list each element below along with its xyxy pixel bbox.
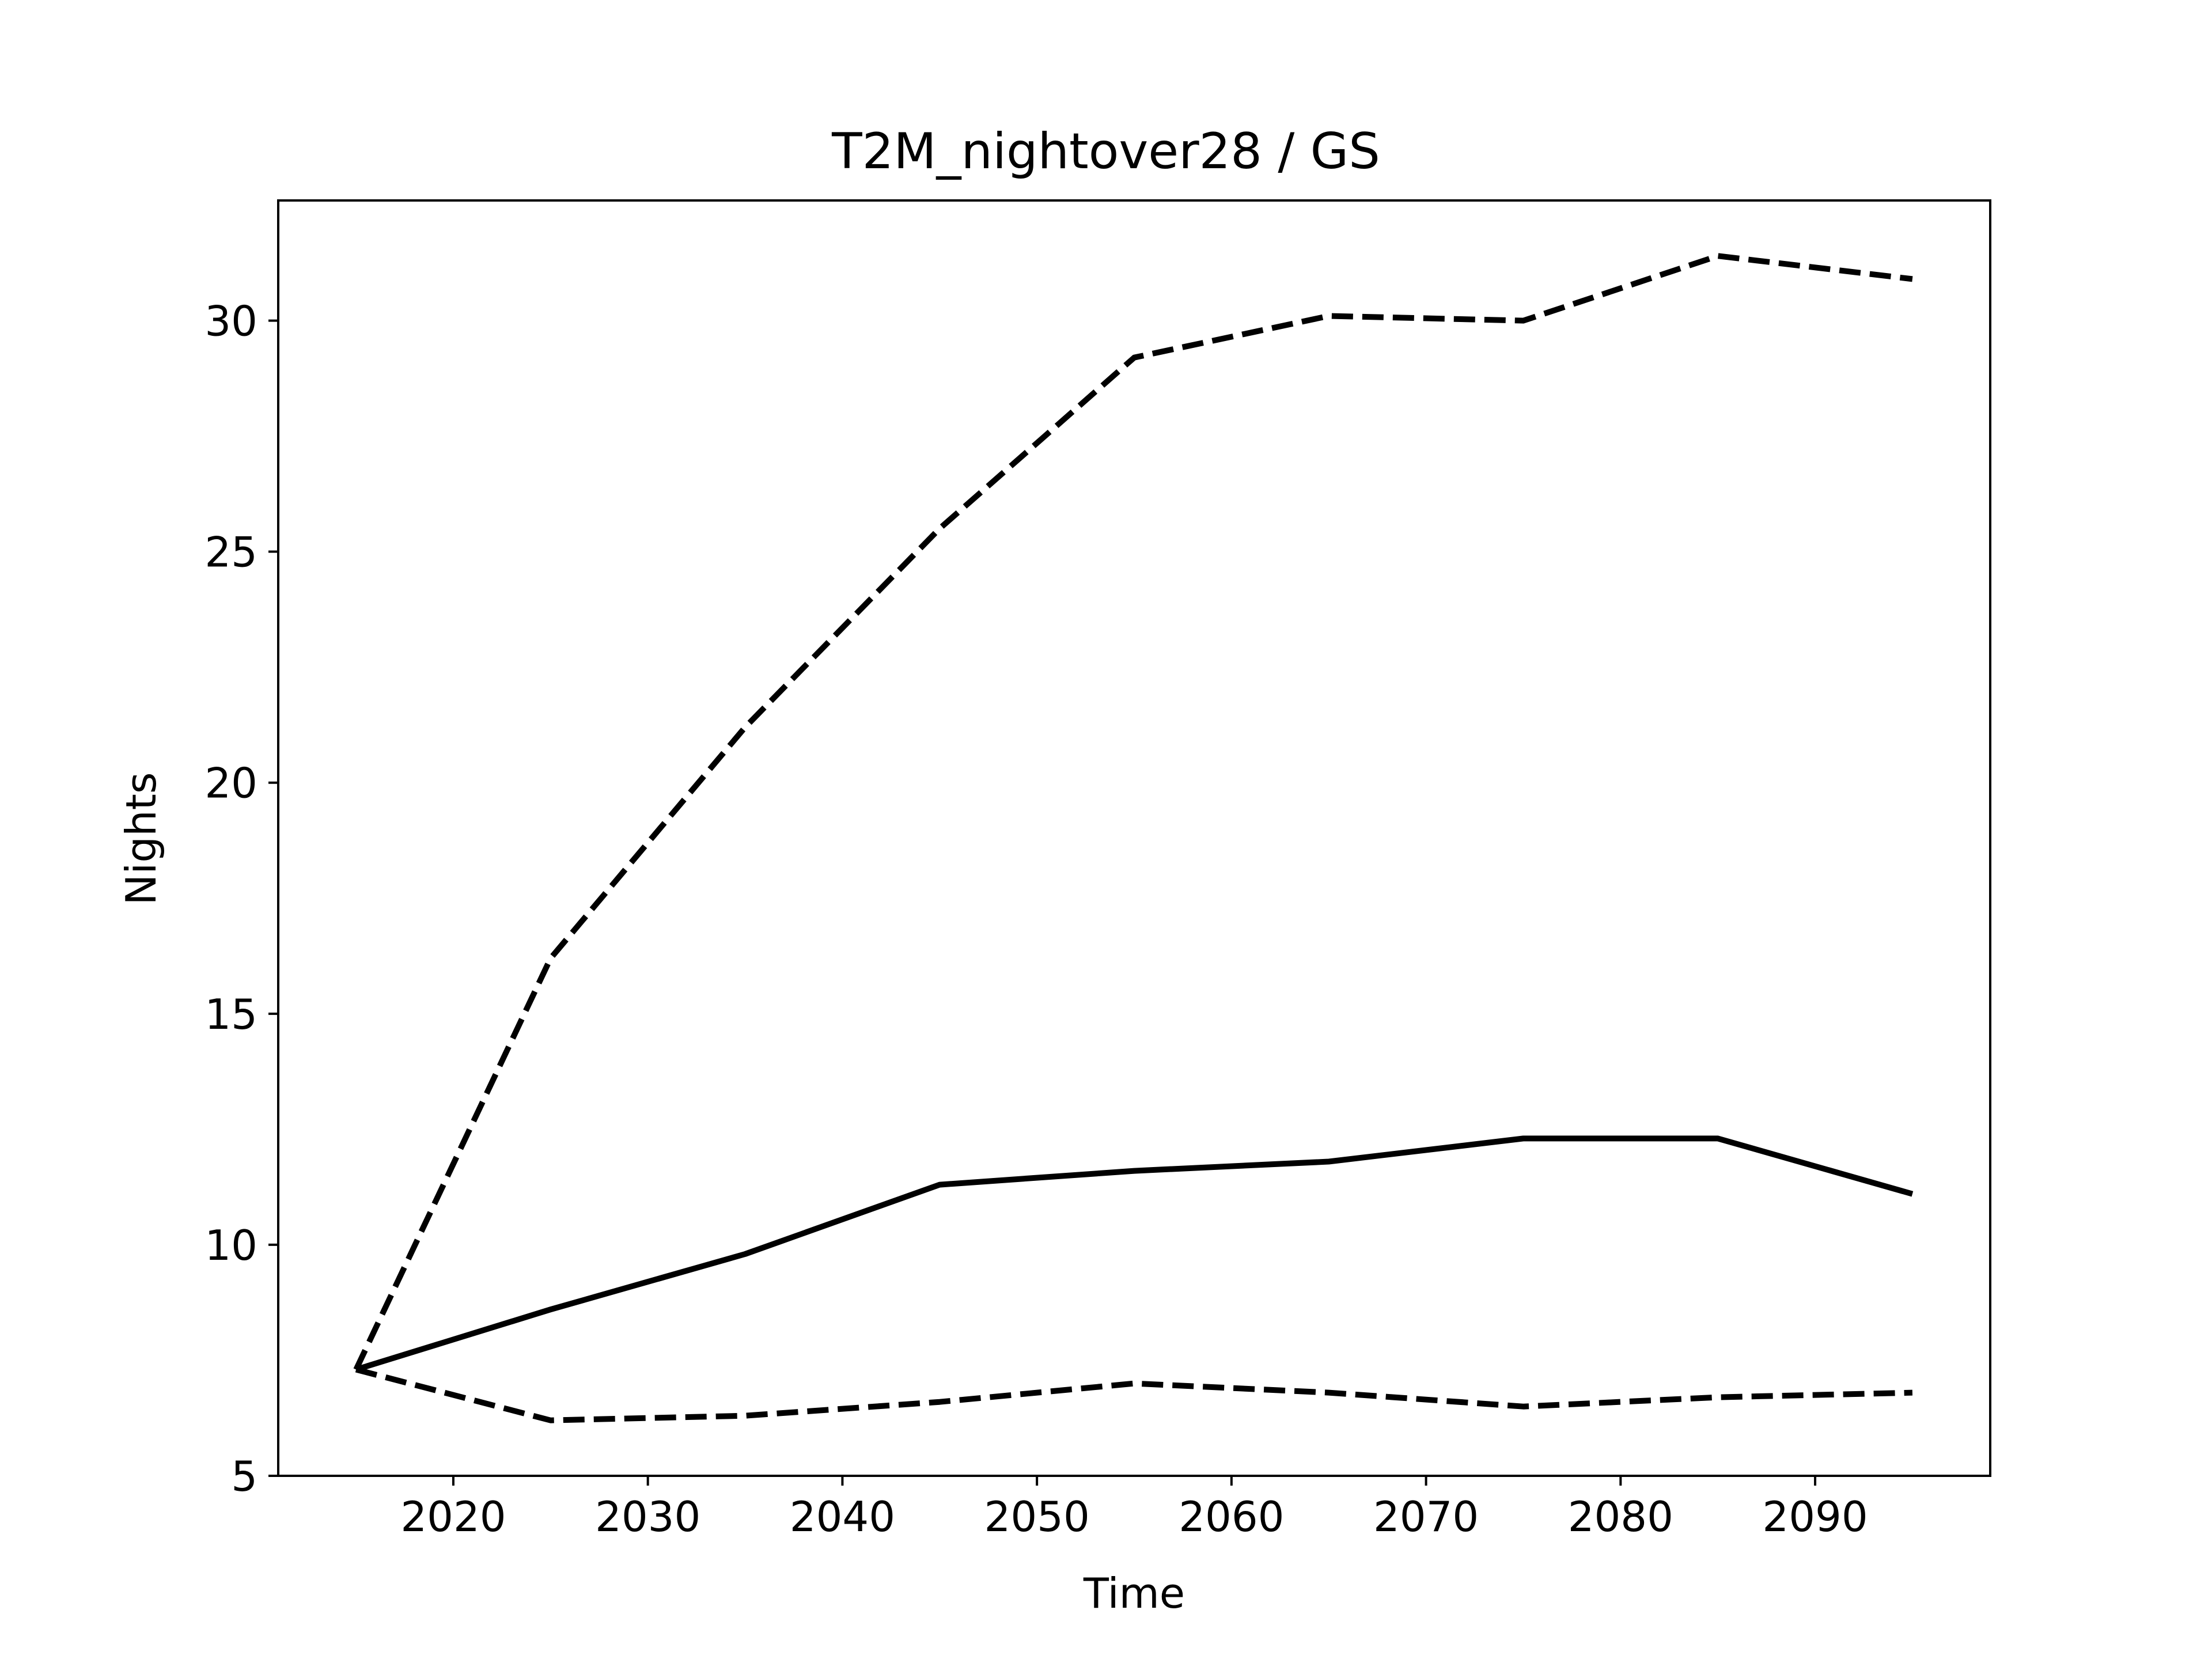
y-tick-label: 10 (204, 1221, 257, 1270)
x-tick-label: 2060 (1179, 1493, 1284, 1541)
x-tick-label: 2030 (595, 1493, 700, 1541)
x-tick-label: 2020 (400, 1493, 506, 1541)
y-tick-label: 20 (204, 759, 257, 808)
x-tick-label: 2080 (1568, 1493, 1673, 1541)
y-axis-label: Nights (117, 772, 165, 906)
series-line-1 (353, 253, 1913, 1371)
series-layer (353, 253, 1914, 1423)
y-tick-label: 5 (231, 1452, 257, 1501)
x-tick-label: 2090 (1762, 1493, 1868, 1541)
y-axis: 5 10 15 20 25 30 (204, 297, 278, 1501)
y-tick-label: 30 (204, 297, 257, 346)
x-tick-label: 2070 (1373, 1493, 1479, 1541)
y-tick-label: 25 (204, 528, 257, 577)
x-axis-label: Time (1083, 1569, 1185, 1618)
x-tick-label: 2050 (984, 1493, 1090, 1541)
x-tick-label: 2040 (790, 1493, 895, 1541)
series-line-2 (355, 1135, 1914, 1373)
chart-title: T2M_nightover28 / GS (831, 123, 1380, 180)
plot-frame (277, 199, 1991, 1477)
x-axis: 2020 2030 2040 2050 2060 2070 2080 2090 (400, 1476, 1868, 1541)
y-tick-label: 15 (204, 990, 257, 1039)
